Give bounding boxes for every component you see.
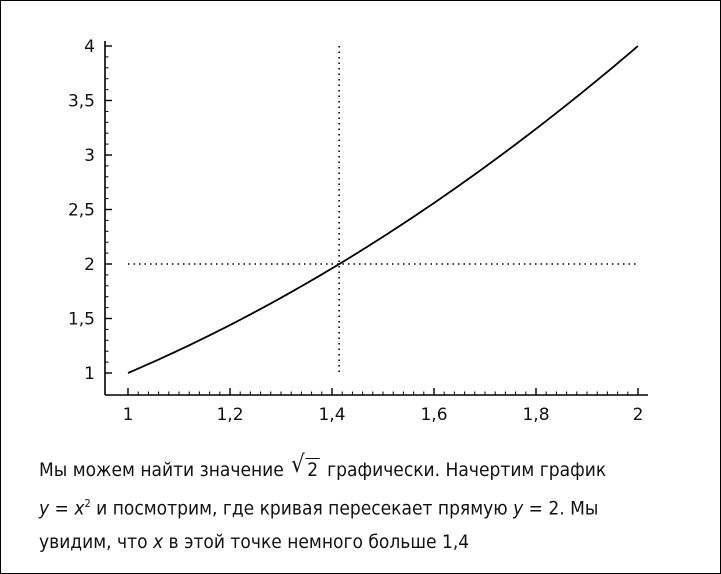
x-tick-label: 1,2	[216, 405, 243, 425]
sqrt-symbol: √ 2	[291, 450, 320, 487]
caption-line-2: y = x2 и посмотрим, где кривая пересекае…	[39, 487, 633, 525]
chart: 1 1,5 2 2,5 3 3,5 4 1 1,2 1,4 1,6 1,8 2	[68, 37, 648, 425]
y-tick-label: 1,5	[68, 310, 95, 330]
x-tick-label: 1,8	[522, 405, 549, 425]
caption-text: графически. Начертим график	[321, 459, 607, 481]
caption-text: Мы можем найти значение	[39, 459, 290, 481]
y-tick-label: 3	[84, 146, 95, 166]
caption-text: в этой точке немного больше 1,4	[163, 531, 470, 554]
x-tick-label: 1,4	[318, 405, 345, 425]
sqrt-radicand: 2	[305, 458, 320, 481]
x-tick-label: 1,6	[420, 405, 447, 425]
caption-line-3: увидим, что x в этой точке немного больш…	[39, 525, 633, 559]
var-y: y	[513, 497, 524, 520]
x-tick-label: 2	[633, 405, 644, 425]
radical-sign-icon: √	[291, 450, 305, 478]
var-y: y	[39, 497, 50, 520]
caption-text: и посмотрим, где кривая пересекает пряму…	[90, 497, 514, 520]
y-tick-label: 1	[84, 364, 95, 384]
var-x: x	[152, 531, 164, 554]
exponent: 2	[84, 497, 91, 510]
y-tick-label: 2,5	[68, 201, 95, 221]
caption-text: =	[49, 497, 75, 520]
series-line-y-x-squared	[127, 45, 639, 374]
var-x: x	[74, 497, 85, 520]
caption-text: увидим, что	[39, 531, 153, 554]
caption-text: = 2. Мы	[523, 497, 599, 520]
y-tick-label: 3,5	[68, 92, 95, 112]
y-tick-label: 2	[84, 255, 95, 275]
caption-line-1: Мы можем найти значение √ 2 графически. Н…	[39, 450, 633, 487]
caption: Мы можем найти значение √ 2 графически. Н…	[39, 450, 633, 559]
x-tick-label: 1	[123, 405, 134, 425]
y-tick-label: 4	[84, 37, 95, 57]
